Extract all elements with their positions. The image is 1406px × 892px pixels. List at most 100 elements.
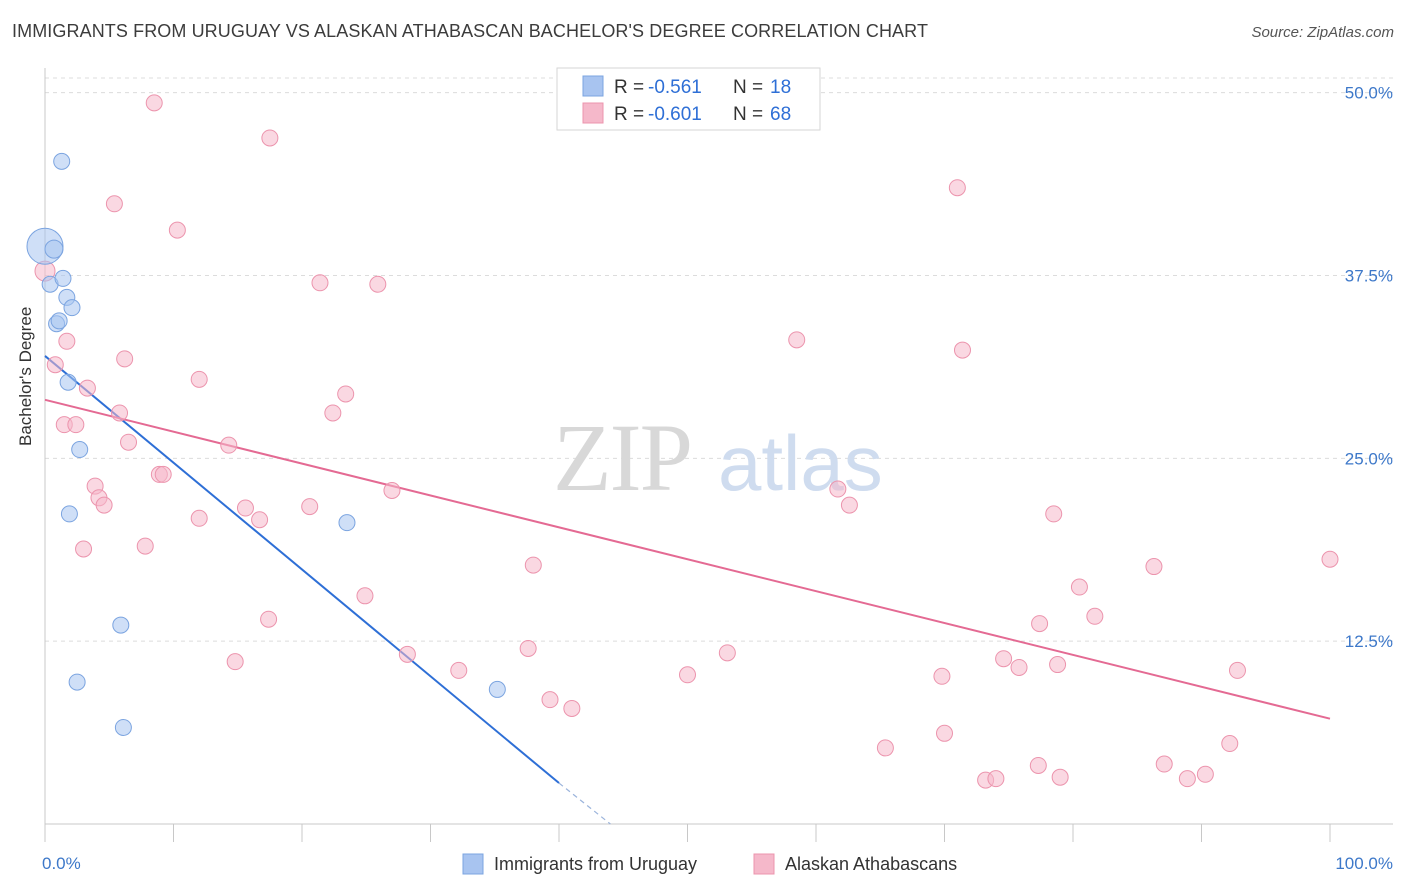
trend-line-uruguay	[44, 355, 560, 784]
trend-line-extension	[558, 782, 611, 825]
uruguay-point	[488, 680, 506, 698]
athabascan-point	[58, 332, 76, 350]
athabascan-point	[1031, 615, 1049, 633]
uruguay-point	[63, 299, 81, 317]
uruguay-point	[338, 514, 356, 532]
athabascan-point	[190, 509, 208, 527]
athabascan-point	[718, 644, 736, 662]
uruguay-point	[59, 373, 77, 391]
uruguay-point	[53, 152, 71, 170]
legend-swatch	[753, 853, 775, 875]
watermark-zip: ZIP	[553, 404, 691, 511]
legend-bottom: Immigrants from Uruguay Alaskan Athabasca…	[462, 853, 957, 875]
athabascan-point	[788, 331, 806, 349]
athabascan-point	[936, 724, 953, 742]
legend-label: Alaskan Athabascans	[785, 854, 957, 874]
athabascan-point	[1070, 578, 1088, 596]
athabascan-point	[324, 404, 342, 422]
uruguay-point	[54, 269, 72, 287]
uruguay-point	[44, 239, 64, 259]
athabascan-point	[236, 499, 254, 517]
athabascan-point	[226, 653, 244, 671]
athabascan-point	[105, 195, 123, 213]
chart-title: IMMIGRANTS FROM URUGUAY VS ALASKAN ATHAB…	[12, 21, 929, 41]
legend-label: Immigrants from Uruguay	[494, 854, 697, 874]
athabascan-point	[876, 739, 894, 757]
legend-n-label: N =	[733, 104, 763, 125]
athabascan-point	[154, 465, 172, 483]
athabascan-point	[1086, 607, 1104, 625]
watermark-atlas: atlas	[718, 419, 883, 507]
y-tick-label: 25.0%	[1345, 449, 1393, 468]
athabascan-point	[563, 699, 581, 717]
athabascan-point	[679, 666, 696, 684]
athabascan-point	[67, 416, 85, 434]
athabascan-point	[383, 481, 401, 499]
athabascan-point	[260, 610, 278, 628]
trend-line-athabascan	[44, 398, 1331, 720]
athabascan-point	[301, 498, 319, 516]
athabascan-point	[369, 275, 387, 293]
athabascan-point	[1049, 656, 1067, 674]
athabascan-point	[1010, 658, 1028, 676]
x-tick-label: 100.0%	[1335, 854, 1393, 873]
athabascan-point	[337, 385, 355, 403]
source-label: Source: ZipAtlas.com	[1251, 24, 1394, 41]
watermark: ZIP atlas	[553, 404, 883, 511]
athabascan-point	[136, 537, 154, 555]
uruguay-point	[114, 718, 132, 736]
athabascan-point	[78, 379, 96, 397]
data-points	[26, 94, 1339, 789]
athabascan-point	[1029, 756, 1047, 774]
athabascan-point	[116, 350, 134, 368]
athabascan-point	[519, 639, 537, 657]
y-tick-label: 50.0%	[1345, 84, 1393, 103]
athabascan-point	[95, 496, 113, 514]
legend-r-value: -0.561	[648, 77, 702, 98]
athabascan-point	[1321, 550, 1339, 568]
legend-r-label: R =	[614, 104, 644, 125]
athabascan-point	[450, 661, 468, 679]
athabascan-point	[190, 370, 208, 388]
legend-n-label: N =	[733, 77, 763, 98]
athabascan-point	[1155, 755, 1173, 773]
athabascan-point	[829, 480, 847, 498]
trend-lines	[44, 355, 1331, 825]
athabascan-point	[111, 404, 129, 422]
uruguay-point	[68, 673, 86, 691]
athabascan-point	[220, 436, 238, 454]
tick-labels: 12.5% 25.0% 37.5% 50.0% 0.0% 100.0%	[42, 84, 1393, 873]
legend-r-label: R =	[614, 77, 644, 98]
athabascan-point	[251, 511, 269, 529]
athabascan-point	[145, 94, 163, 112]
athabascan-point	[398, 645, 416, 663]
legend-swatch	[582, 102, 604, 124]
athabascan-point	[1051, 768, 1069, 786]
x-tick-label: 0.0%	[42, 854, 81, 873]
athabascan-point	[1228, 661, 1246, 679]
uruguay-point	[50, 312, 68, 330]
legend-n-value: 18	[770, 77, 791, 98]
athabascan-point	[840, 496, 858, 514]
legend-swatch	[462, 853, 484, 875]
legend-swatch	[582, 75, 604, 97]
legend-n-value: 68	[770, 104, 791, 125]
y-tick-label: 37.5%	[1345, 266, 1393, 285]
athabascan-point	[1221, 735, 1239, 753]
uruguay-point	[71, 441, 89, 459]
athabascan-point	[46, 356, 64, 374]
axes	[44, 68, 1393, 842]
athabascan-point	[311, 274, 329, 292]
athabascan-point	[987, 770, 1005, 788]
athabascan-point	[953, 341, 971, 359]
athabascan-point	[1045, 505, 1063, 523]
athabascan-point	[75, 540, 93, 558]
athabascan-point	[933, 667, 951, 685]
athabascan-point	[1178, 770, 1196, 788]
athabascan-point	[524, 556, 542, 574]
uruguay-point	[112, 616, 130, 634]
athabascan-point	[120, 433, 138, 451]
athabascan-point	[1196, 765, 1214, 783]
uruguay-point	[60, 505, 78, 523]
